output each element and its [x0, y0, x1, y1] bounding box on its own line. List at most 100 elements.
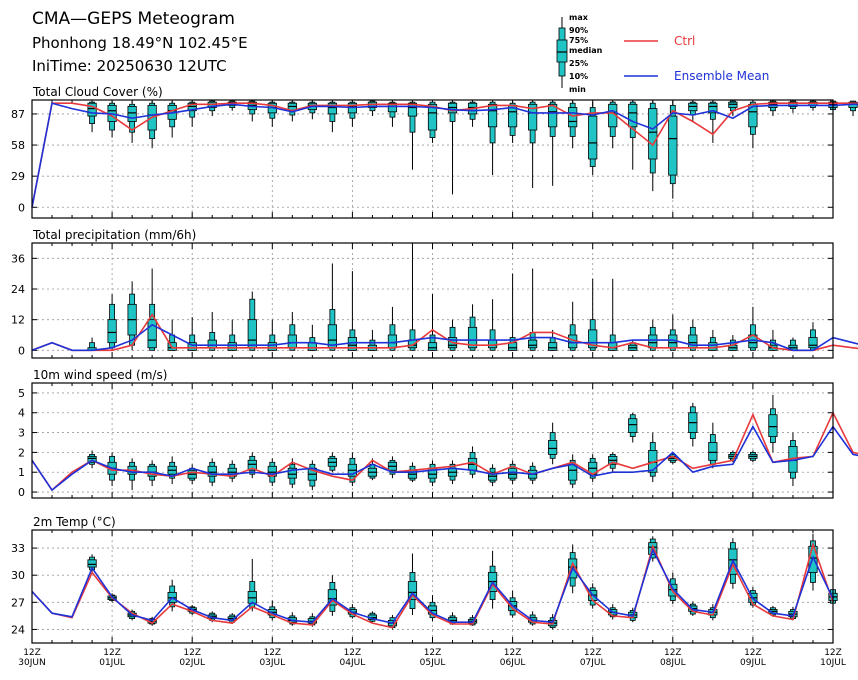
box-plot — [407, 245, 418, 351]
panel-title: 10m wind speed (m/s) — [33, 368, 167, 382]
legend-box-label: max — [569, 13, 589, 22]
panel-4: 2m Temp (°C) 24 27 30 33 — [11, 515, 838, 644]
box-plot — [367, 100, 378, 117]
box-inner — [87, 455, 97, 463]
x-hour-label: 12Z — [103, 648, 121, 658]
x-day-label: 07JUL — [580, 658, 606, 668]
box-plot — [127, 101, 137, 143]
box-plot — [447, 319, 458, 351]
box-plot — [327, 452, 337, 473]
box-inner — [427, 103, 438, 131]
box-plot — [207, 458, 217, 487]
box-inner — [548, 440, 558, 455]
box-inner — [768, 414, 778, 437]
panel-frame — [31, 99, 834, 219]
box-inner — [708, 342, 718, 351]
box-inner — [227, 342, 237, 351]
box-inner — [147, 465, 157, 477]
box-inner — [387, 334, 398, 349]
box-plot — [668, 314, 678, 351]
box-plot — [688, 101, 698, 122]
legend-box-label: min — [569, 85, 586, 94]
y-tick-label: 27 — [11, 596, 25, 609]
x-day-label: 04JUL — [340, 658, 366, 668]
legend-box-label: 25% — [569, 59, 588, 68]
legend-box-inner — [556, 39, 568, 63]
box-plot — [568, 101, 578, 149]
legend-box-label: 10% — [569, 72, 588, 81]
box-plot — [387, 306, 398, 351]
x-day-label: 06JUL — [500, 658, 526, 668]
box-plot — [327, 101, 337, 133]
box-inner — [127, 106, 137, 122]
box-plot — [287, 458, 297, 489]
box-inner — [247, 319, 257, 349]
y-tick-label: 29 — [11, 170, 25, 183]
box-plot — [487, 550, 498, 609]
box-plot — [628, 412, 638, 443]
y-tick-label: 24 — [11, 623, 25, 636]
init-time-label: IniTime: 20250630 12UTC — [32, 57, 227, 75]
x-axis: 12Z30JUN12Z01JUL12Z02JUL12Z03JUL12Z04JUL… — [18, 648, 846, 668]
box-plot — [307, 101, 317, 120]
box-inner — [387, 102, 398, 113]
mean-line — [31, 102, 858, 208]
box-inner — [287, 467, 297, 479]
box-plot — [588, 278, 598, 351]
x-day-label: 01JUL — [99, 658, 125, 668]
box-outer — [409, 101, 416, 133]
panel-2: Total precipitation (mm/6h) 0 12 24 36 — [11, 228, 858, 359]
box-inner — [808, 337, 818, 349]
ctrl-line — [31, 410, 858, 492]
box-inner — [207, 339, 217, 349]
y-tick-label: 87 — [11, 108, 25, 121]
x-day-label: 30JUN — [18, 658, 45, 668]
box-inner — [467, 326, 478, 349]
box-plot — [487, 464, 498, 487]
legend-mean-label: Ensemble Mean — [674, 69, 769, 83]
x-hour-label: 12Z — [424, 648, 442, 658]
box-plot — [407, 553, 418, 615]
y-tick-label: 5 — [18, 387, 25, 400]
box-plot — [588, 102, 598, 176]
box-plot — [267, 458, 277, 487]
panel-title: Total Cloud Cover (%) — [32, 85, 163, 99]
x-hour-label: 12Z — [23, 648, 41, 658]
box-plot — [608, 101, 618, 149]
box-inner — [187, 342, 197, 351]
box-plot — [788, 337, 798, 351]
y-tick-label: 36 — [11, 252, 25, 265]
x-day-label: 10JUL — [820, 658, 846, 668]
y-tick-label: 0 — [18, 344, 25, 357]
x-day-label: 03JUL — [259, 658, 285, 668]
panel-frame — [31, 529, 834, 644]
box-plot — [347, 452, 358, 487]
x-hour-label: 12Z — [664, 648, 682, 658]
chart-panels: Total Cloud Cover (%) 0 29 58 87 Total precip… — [11, 85, 858, 644]
box-inner — [548, 342, 558, 351]
x-hour-label: 12Z — [504, 648, 522, 658]
box-inner — [628, 418, 638, 433]
box-plot — [427, 294, 438, 351]
x-day-label: 05JUL — [420, 658, 446, 668]
box-inner — [588, 329, 598, 349]
box-inner — [147, 319, 157, 349]
box-plot — [467, 101, 478, 127]
box-plot — [187, 464, 197, 485]
box-inner — [668, 115, 678, 176]
box-inner — [568, 107, 578, 128]
x-hour-label: 12Z — [344, 648, 362, 658]
box-inner — [107, 319, 117, 344]
box-plot — [548, 422, 558, 465]
box-plot — [227, 460, 237, 483]
box-inner — [487, 339, 498, 349]
box-plot — [568, 454, 578, 489]
box-plot — [367, 611, 378, 623]
box-plot — [427, 460, 438, 487]
box-inner — [487, 103, 498, 128]
legend-ctrl-label: Ctrl — [674, 34, 695, 48]
box-plot — [628, 340, 638, 351]
box-inner — [87, 559, 97, 568]
box-inner — [528, 339, 538, 349]
box-inner — [708, 442, 718, 461]
